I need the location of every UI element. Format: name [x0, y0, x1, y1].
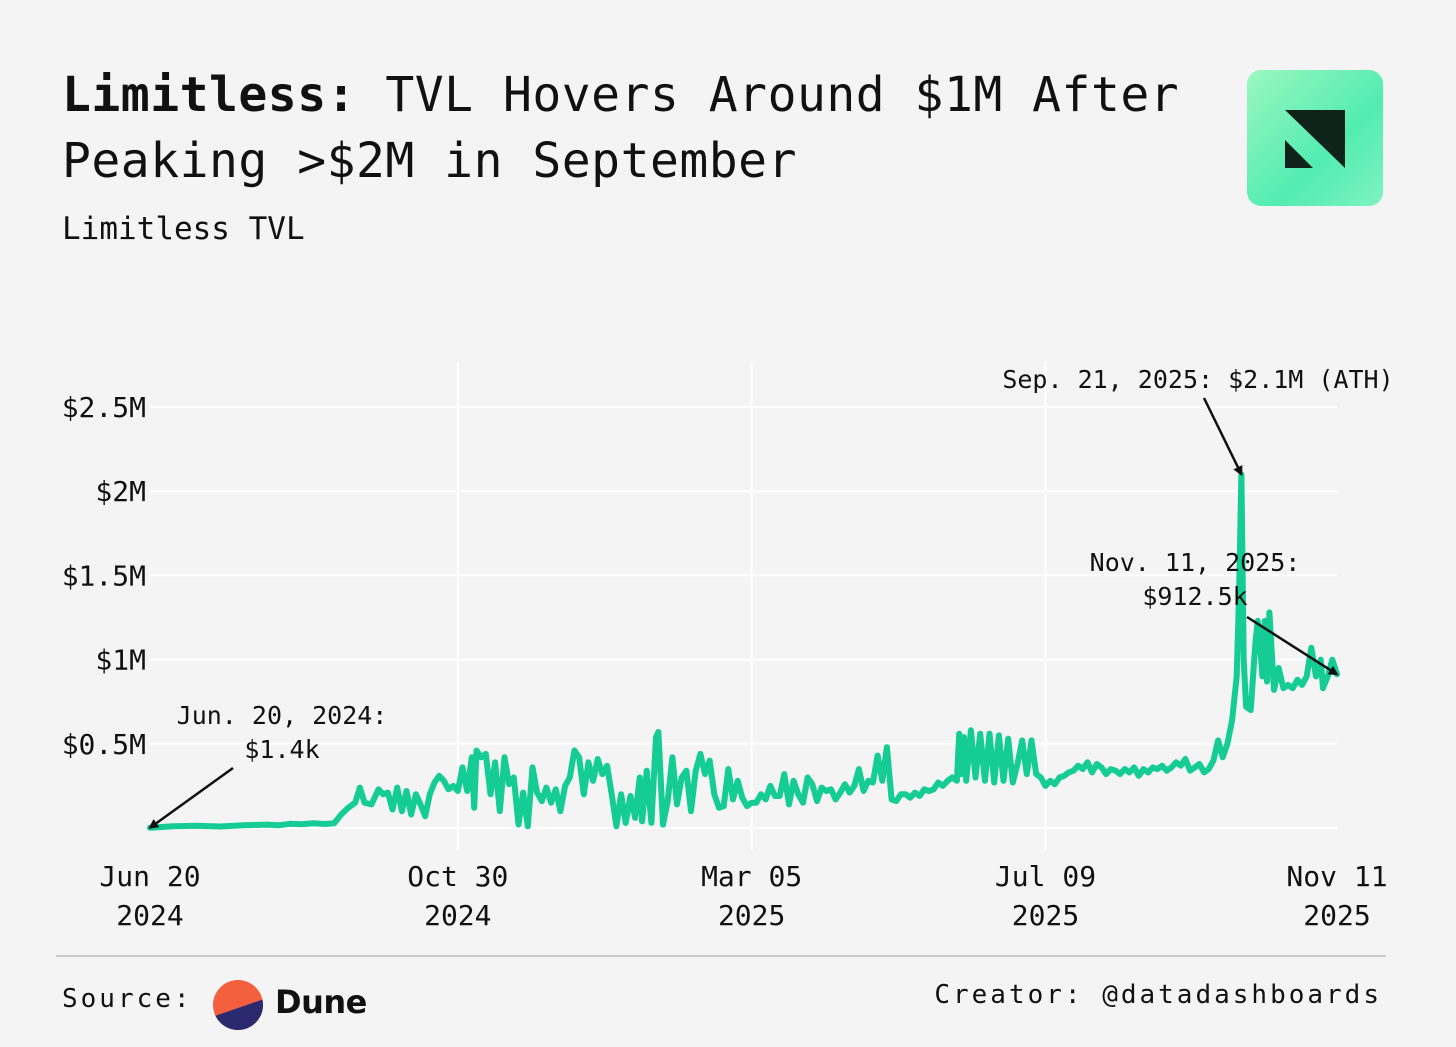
y-axis-ticks: $0.5M $1M $1.5M $2M $2.5M: [62, 391, 146, 761]
x-tick-label-line1: Nov 11: [1286, 860, 1387, 893]
y-tick-label: $1.5M: [62, 559, 146, 592]
chart-subtitle: Limitless TVL: [62, 211, 305, 247]
title-bold: Limitless:: [62, 67, 356, 123]
limitless-logo-glyph: [1285, 110, 1345, 168]
logo-lower-triangle: [1285, 140, 1313, 168]
footer-divider: [56, 955, 1386, 957]
x-tick-label-line2: 2025: [1012, 899, 1079, 932]
x-tick-label-line2: 2025: [718, 899, 785, 932]
annotation-text: $912.5k: [1142, 582, 1247, 611]
x-tick-label-line1: Oct 30: [407, 860, 508, 893]
chart-title: Limitless: TVL Hovers Around $1M After P…: [62, 62, 1182, 194]
y-tick-label: $0.5M: [62, 728, 146, 761]
source-name: Dune: [275, 983, 367, 1021]
x-tick-label-line2: 2024: [116, 899, 183, 932]
x-tick-label-line1: Mar 05: [701, 860, 802, 893]
annotation-arrow: [1202, 397, 1243, 477]
annotation-text: Sep. 21, 2025: $2.1M (ATH): [1002, 365, 1393, 394]
limitless-logo-icon: [1247, 70, 1383, 206]
title-rest: TVL Hovers Around $1M After Peaking >$2M…: [62, 67, 1180, 189]
logo-upper-triangle: [1285, 110, 1345, 168]
y-tick-label: $1M: [95, 644, 146, 677]
annotation-text: Jun. 20, 2024:: [177, 701, 388, 730]
dune-logo-icon: [213, 980, 263, 1030]
y-tick-label: $2.5M: [62, 391, 146, 424]
x-tick-label-line2: 2025: [1303, 899, 1370, 932]
series-line-tvl: [147, 471, 1340, 831]
annotation-text: $1.4k: [244, 735, 319, 764]
annotations: Jun. 20, 2024: $1.4k Sep. 21, 2025: $2.1M …: [148, 365, 1394, 829]
x-tick-label-line1: Jul 09: [995, 860, 1096, 893]
y-tick-label: $2M: [95, 475, 146, 508]
creator-credit: Creator: @datadashboards: [934, 980, 1382, 1010]
annotation-arrow: [148, 766, 234, 829]
source-label: Source:: [62, 984, 193, 1014]
x-axis-ticks: Jun 20 2024 Oct 30 2024 Mar 05 2025 Jul 09 2025…: [99, 860, 1387, 932]
x-tick-label-line1: Jun 20: [99, 860, 200, 893]
tvl-line-chart: $0.5M $1M $1.5M $2M $2.5M Jun 20 2024 Oct 30 20…: [62, 362, 1394, 932]
series-layer: [147, 471, 1340, 831]
annotation-text: Nov. 11, 2025:: [1090, 548, 1301, 577]
annotation-arrow: [1246, 615, 1339, 676]
grid-lines: [150, 362, 1337, 850]
x-tick-label-line2: 2024: [424, 899, 491, 932]
